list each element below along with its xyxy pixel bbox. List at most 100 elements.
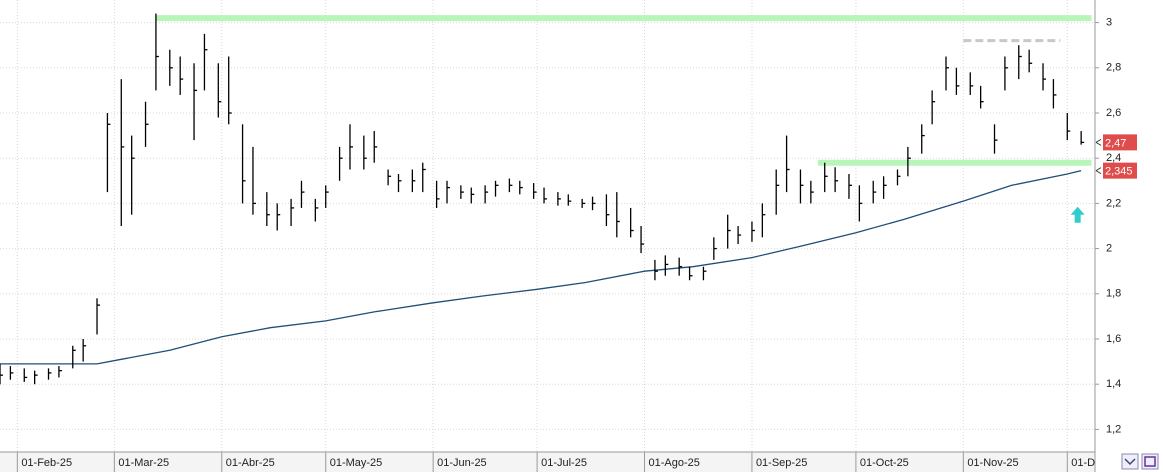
ohlc-bar — [775, 169, 780, 215]
moving-average — [0, 169, 1082, 365]
ohlc-bar — [799, 169, 804, 204]
ohlc-bar — [1080, 131, 1085, 145]
x-tick-label: 01-Oct-25 — [860, 457, 909, 469]
ohlc-bar — [446, 180, 451, 204]
ohlc-bar — [543, 187, 548, 204]
ohlc-bar — [47, 368, 52, 380]
ohlc-bar — [314, 198, 319, 222]
price-pointer — [1095, 138, 1102, 146]
ohlc-bar — [241, 124, 246, 204]
ohlc-bar — [494, 180, 499, 197]
x-tick-label: 01-Abr-25 — [226, 457, 275, 469]
scroll-icon — [1124, 458, 1136, 466]
ohlc-bar — [1004, 56, 1008, 91]
ohlc-bar — [882, 176, 887, 199]
ohlc-bar — [34, 370, 38, 385]
ohlc-bar — [761, 203, 766, 238]
ohlc-bar — [484, 185, 489, 204]
ohlc-bar — [508, 178, 513, 193]
ohlc-bar — [1052, 79, 1057, 109]
scroll-button[interactable] — [1121, 453, 1139, 470]
ohlc-bar — [193, 63, 198, 141]
ohlc-bar — [688, 266, 693, 281]
ohlc-bar — [969, 72, 974, 95]
ohlc-bar — [460, 185, 464, 199]
save-icon — [1144, 456, 1156, 467]
x-tick-label: 01-Jun-25 — [437, 457, 487, 469]
ohlc-bar — [664, 255, 669, 276]
ohlc-bar — [567, 194, 572, 206]
ohlc-bar — [179, 56, 184, 95]
ohlc-bar — [519, 180, 523, 195]
ohlc-bar — [228, 56, 232, 125]
ohlc-bar — [58, 366, 62, 378]
y-tick-label: 3 — [1106, 17, 1112, 29]
ohlc-bar — [290, 198, 295, 226]
ohlc-bar — [702, 266, 707, 281]
y-tick-label: 2,8 — [1106, 62, 1121, 74]
ohlc-bar — [203, 33, 208, 91]
ohlc-bar — [96, 298, 101, 335]
ohlc-bar — [896, 169, 901, 186]
ohlc-bar — [217, 63, 222, 118]
y-tick-label: 2,4 — [1106, 152, 1121, 164]
x-tick-label: 01-Nov-25 — [967, 457, 1018, 469]
ohlc-bar — [252, 146, 256, 215]
y-tick-label: 2,6 — [1106, 107, 1121, 119]
ohlc-bar — [581, 198, 586, 208]
ohlc-bar — [1042, 63, 1047, 91]
ohlc-bar — [616, 192, 620, 238]
ohlc-bar — [144, 101, 149, 147]
y-tick-label: 1,6 — [1106, 333, 1121, 345]
ohlc-bar — [82, 339, 87, 362]
y-tick-label: 1,2 — [1106, 423, 1121, 435]
ohlc-bar — [72, 345, 76, 369]
ohlc-bar — [557, 192, 561, 206]
ohlc-bar — [591, 196, 596, 211]
ohlc-bar — [131, 135, 135, 215]
x-tick-label: 01-Sep-25 — [756, 457, 807, 469]
ohlc-bar — [0, 363, 3, 385]
y-tick-label: 2,2 — [1106, 197, 1121, 209]
ohlc-bar — [373, 131, 378, 163]
ohlc-bar — [979, 85, 984, 109]
ohlc-bar — [834, 167, 839, 193]
y-tick-label: 2 — [1106, 243, 1112, 255]
x-tick-label: 01-D — [1071, 457, 1095, 469]
ohlc-bar — [276, 203, 281, 231]
ohlc-bar — [470, 187, 475, 204]
ohlc-bar — [824, 162, 828, 193]
ohlc-bar — [848, 174, 852, 199]
ohlc-bar — [325, 185, 329, 208]
y-tick-label: 1,4 — [1106, 378, 1121, 390]
ohlc-bar — [106, 113, 111, 193]
x-tick-label: 01-Jul-25 — [541, 457, 587, 469]
x-tick-label: 01-Feb-25 — [21, 457, 72, 469]
ohlc-bar — [120, 79, 125, 226]
x-axis-strip — [0, 452, 1095, 472]
ohlc-bar — [654, 259, 658, 281]
ohlc-bar — [955, 67, 960, 95]
ohlc-bar — [810, 180, 814, 204]
ohlc-bar — [435, 180, 440, 208]
ohlc-bar — [1066, 113, 1071, 141]
ohlc-bar — [713, 237, 717, 260]
ohlc-bar — [338, 146, 343, 181]
ohlc-bar — [300, 180, 305, 208]
ohlc-bar — [945, 56, 949, 91]
ohlc-bar — [858, 185, 863, 222]
ohlc-bar — [872, 180, 877, 204]
ohlc-bar — [921, 124, 925, 154]
ohlc-bar — [422, 162, 426, 193]
ohlc-bar — [737, 226, 742, 245]
ohlc-bar — [266, 192, 270, 226]
x-tick-label: 01-Ago-25 — [649, 457, 700, 469]
ohlc-bar — [9, 366, 14, 380]
ohlc-bar — [397, 174, 402, 193]
price-tag-label: 2,345 — [1105, 166, 1133, 178]
ohlc-bar — [630, 207, 634, 238]
ohlc-bar — [785, 135, 790, 193]
price-tag — [1103, 162, 1137, 179]
